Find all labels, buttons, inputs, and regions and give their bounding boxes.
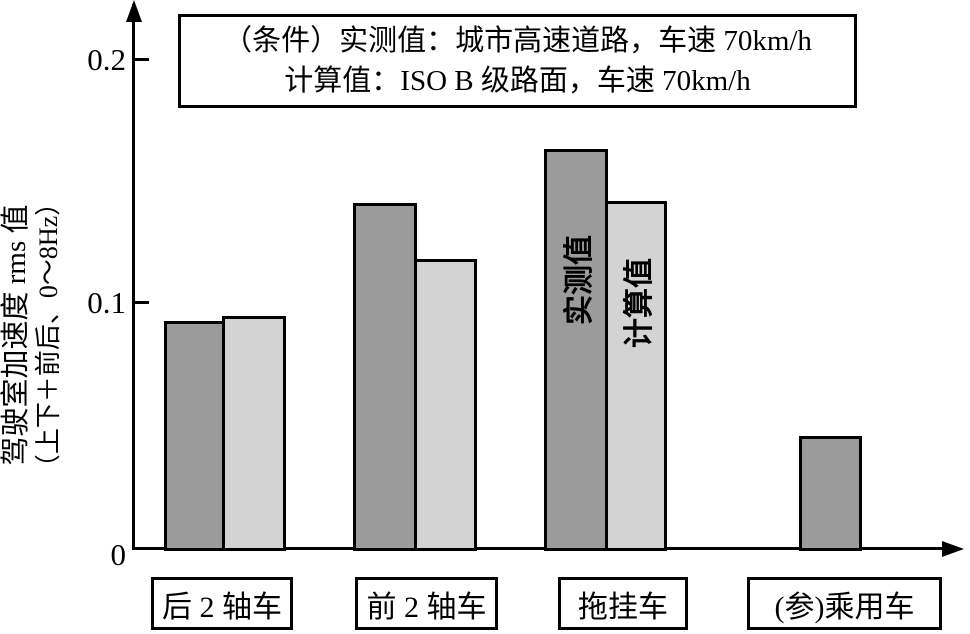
x-axis-arrow-icon: [942, 541, 964, 557]
bar-inner-label-calculated: 计算值: [623, 258, 656, 348]
y-axis-line: [132, 4, 135, 550]
xlabel-front-2-axle: 前 2 轴车: [355, 577, 498, 630]
condition-note-line2: 计算值：ISO B 级路面，车速 70km/h: [284, 65, 751, 97]
bar-passenger-car-measured: [799, 436, 862, 551]
y-tick-label-0-2: 0.2: [87, 42, 126, 77]
bar-inner-label-measured: 实测值: [563, 235, 596, 325]
x-axis-line: [132, 547, 944, 550]
xlabel-rear-2-axle: 后 2 轴车: [151, 577, 293, 630]
y-axis-label: 驾驶室加速度 rms 值 （上下＋前后、0～8Hz）: [0, 85, 66, 585]
y-tick-label-0-1: 0.1: [87, 285, 126, 320]
xlabel-passenger-car: (参)乘用车: [747, 577, 942, 630]
y-axis-label-line2: （上下＋前后、0～8Hz）: [34, 189, 63, 481]
condition-note-box: （条件）实测值：城市高速道路，车速 70km/h 计算值：ISO B 级路面，车…: [178, 14, 857, 108]
y-axis-label-line1: 驾驶室加速度 rms 值: [0, 204, 32, 466]
y-tick-0-2: [135, 58, 149, 61]
bar-trailer-measured: 实测值: [544, 149, 608, 551]
bar-trailer-calculated: 计算值: [605, 201, 667, 551]
bar-front2axle-calculated: [414, 259, 477, 551]
bar-rear2axle-measured: [164, 321, 225, 551]
xlabel-trailer: 拖挂车: [558, 577, 688, 630]
y-axis-arrow-icon: [126, 0, 142, 22]
y-tick-0-1: [135, 301, 149, 304]
condition-note-line1: （条件）实测值：城市高速道路，车速 70km/h: [223, 25, 812, 57]
y-tick-label-0: 0: [110, 537, 127, 572]
bar-front2axle-measured: [353, 203, 417, 551]
bar-rear2axle-calculated: [222, 316, 286, 551]
